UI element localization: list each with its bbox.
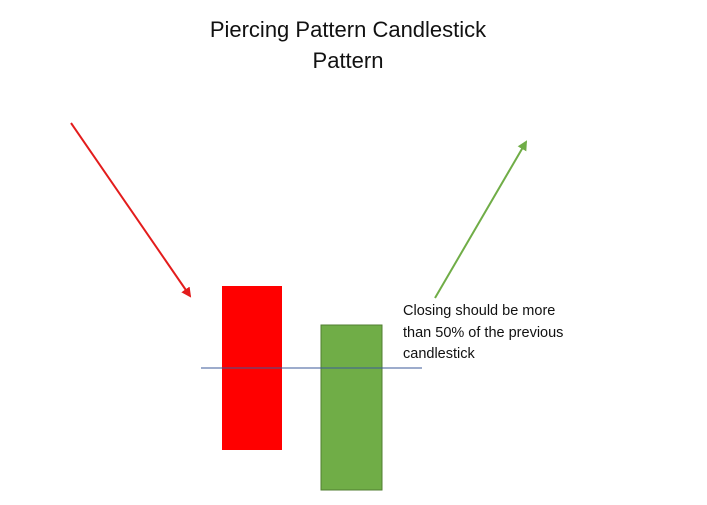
diagram-title: Piercing Pattern Candlestick Pattern <box>148 14 548 76</box>
annotation-line-1: Closing should be more <box>403 303 556 319</box>
annotation-line-3: candlestick <box>403 346 475 362</box>
diagram-title-line-2: Pattern <box>312 48 384 73</box>
closing-annotation: Closing should be more than 50% of the p… <box>403 301 613 366</box>
diagram-title-line-1: Piercing Pattern Candlestick <box>209 17 487 42</box>
downtrend-arrow-icon <box>70 122 192 298</box>
annotation-line-2: than 50% of the previous <box>403 324 564 341</box>
bullish-candle <box>320 324 383 491</box>
uptrend-arrow-icon <box>434 140 528 299</box>
